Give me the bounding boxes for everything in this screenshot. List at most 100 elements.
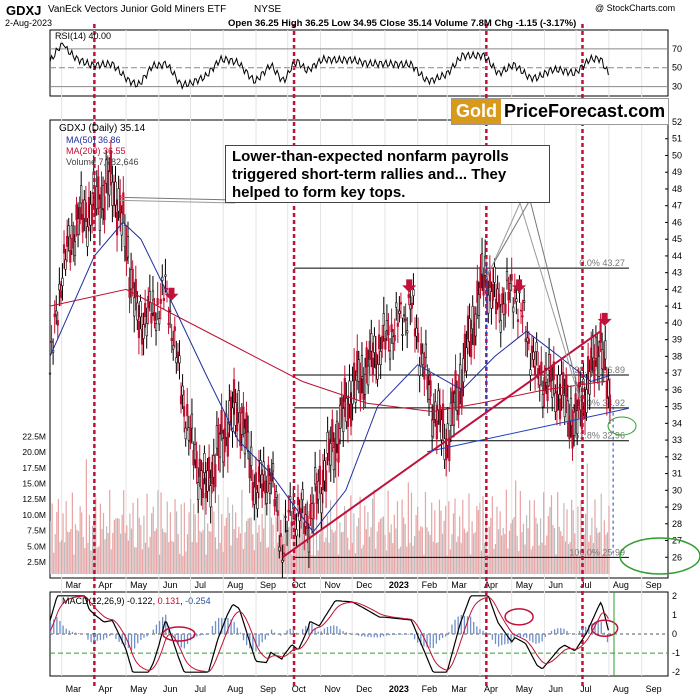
candle-body	[454, 370, 457, 395]
volume-bar	[76, 529, 78, 574]
macd-highlight-ellipse	[590, 619, 619, 638]
candle-body	[406, 330, 409, 334]
candle-body	[248, 458, 251, 479]
candle-body	[201, 478, 204, 498]
volume-bar	[123, 490, 125, 574]
volume-bar	[490, 518, 492, 574]
candle-body	[158, 318, 161, 325]
volume-bar	[538, 545, 540, 574]
candle-body	[303, 522, 306, 535]
volume-bar	[172, 542, 175, 574]
x-tick-label: Mar	[451, 580, 467, 590]
volume-bar	[345, 510, 347, 574]
volume-bar	[182, 555, 184, 574]
volume-bar	[233, 528, 235, 574]
volume-bar	[474, 532, 476, 574]
macd-histogram-bar	[426, 634, 428, 648]
macd-histogram-bar	[482, 630, 484, 634]
candle-body	[198, 458, 201, 478]
volume-bar	[566, 509, 568, 574]
volume-bar	[465, 532, 467, 574]
candle-body	[460, 382, 463, 407]
candle-body	[145, 323, 148, 337]
candle-body	[109, 150, 112, 175]
y-tick-label: 45	[672, 234, 682, 244]
x-tick-label: Sep	[260, 580, 276, 590]
volume-bar	[583, 534, 585, 574]
volume-bar	[508, 530, 511, 574]
candle-body	[423, 366, 426, 380]
volume-bar	[166, 501, 168, 574]
volume-bar	[255, 490, 257, 574]
candle-body	[349, 402, 353, 427]
volume-bar	[552, 524, 554, 574]
macd-histogram-bar	[463, 615, 466, 634]
volume-bar	[448, 501, 450, 574]
volume-bar	[382, 516, 385, 574]
volume-bar	[501, 535, 503, 574]
volume-bar	[561, 536, 563, 574]
volume-bar	[239, 533, 241, 574]
macd-histogram-bar	[295, 632, 298, 634]
macd-histogram-bar	[600, 621, 602, 634]
volume-bar	[90, 550, 92, 574]
candle-body	[154, 323, 158, 331]
volume-bar	[371, 498, 374, 574]
candle-body	[56, 320, 59, 326]
volume-bar	[221, 514, 223, 574]
macd-histogram-bar	[401, 634, 403, 635]
volume-bar	[451, 534, 453, 574]
candle-body	[566, 400, 569, 424]
volume-bar	[259, 541, 262, 574]
macd-histogram-bar	[563, 628, 565, 634]
volume-bar	[471, 521, 473, 574]
candle-body	[253, 486, 256, 505]
candle-body	[148, 290, 151, 303]
volume-bar	[132, 502, 134, 574]
candle-body	[70, 225, 73, 240]
volume-bar	[569, 542, 571, 574]
candle-body	[156, 298, 159, 306]
volume-bar	[144, 542, 147, 574]
x-tick-label-bottom: Nov	[324, 684, 341, 694]
macd-histogram-bar	[326, 626, 329, 634]
volume-bar	[210, 531, 212, 574]
candle-body	[558, 398, 562, 420]
macd-histogram-bar	[165, 614, 167, 634]
macd-histogram-bar	[280, 634, 282, 636]
candle-body	[544, 368, 548, 384]
macd-histogram-bar	[594, 622, 596, 634]
candle-body	[498, 293, 501, 308]
volume-bar	[188, 512, 190, 574]
candle-body	[181, 385, 184, 396]
candle-body	[398, 310, 401, 314]
macd-histogram-bar	[510, 634, 512, 644]
candle-body	[218, 433, 222, 458]
volume-bar	[235, 512, 237, 574]
candle-body	[463, 333, 466, 358]
volume-bar	[393, 514, 395, 574]
candle-body	[529, 369, 532, 376]
candle-body	[123, 224, 126, 247]
volume-bar	[214, 537, 217, 574]
volume-bar	[507, 548, 509, 574]
x-tick-label: Oct	[292, 580, 307, 590]
candle-body	[165, 288, 169, 290]
macd-histogram-bar	[224, 617, 226, 634]
candle-body	[597, 355, 601, 377]
volume-bar	[515, 480, 517, 574]
macd-histogram-bar	[448, 632, 450, 634]
volume-bar	[161, 528, 164, 574]
volume-bar	[441, 533, 444, 574]
candle-body	[220, 410, 223, 434]
volume-bar	[289, 526, 291, 574]
candle-body	[246, 431, 250, 453]
chart-date: 2-Aug-2023	[5, 18, 53, 28]
volume-bar	[314, 555, 316, 574]
macd-histogram-bar	[171, 634, 173, 636]
candle-body	[448, 438, 451, 462]
volume-bar	[558, 526, 560, 574]
macd-histogram-bar	[435, 634, 438, 644]
volume-bar	[581, 548, 584, 574]
volume-bar	[580, 500, 582, 574]
